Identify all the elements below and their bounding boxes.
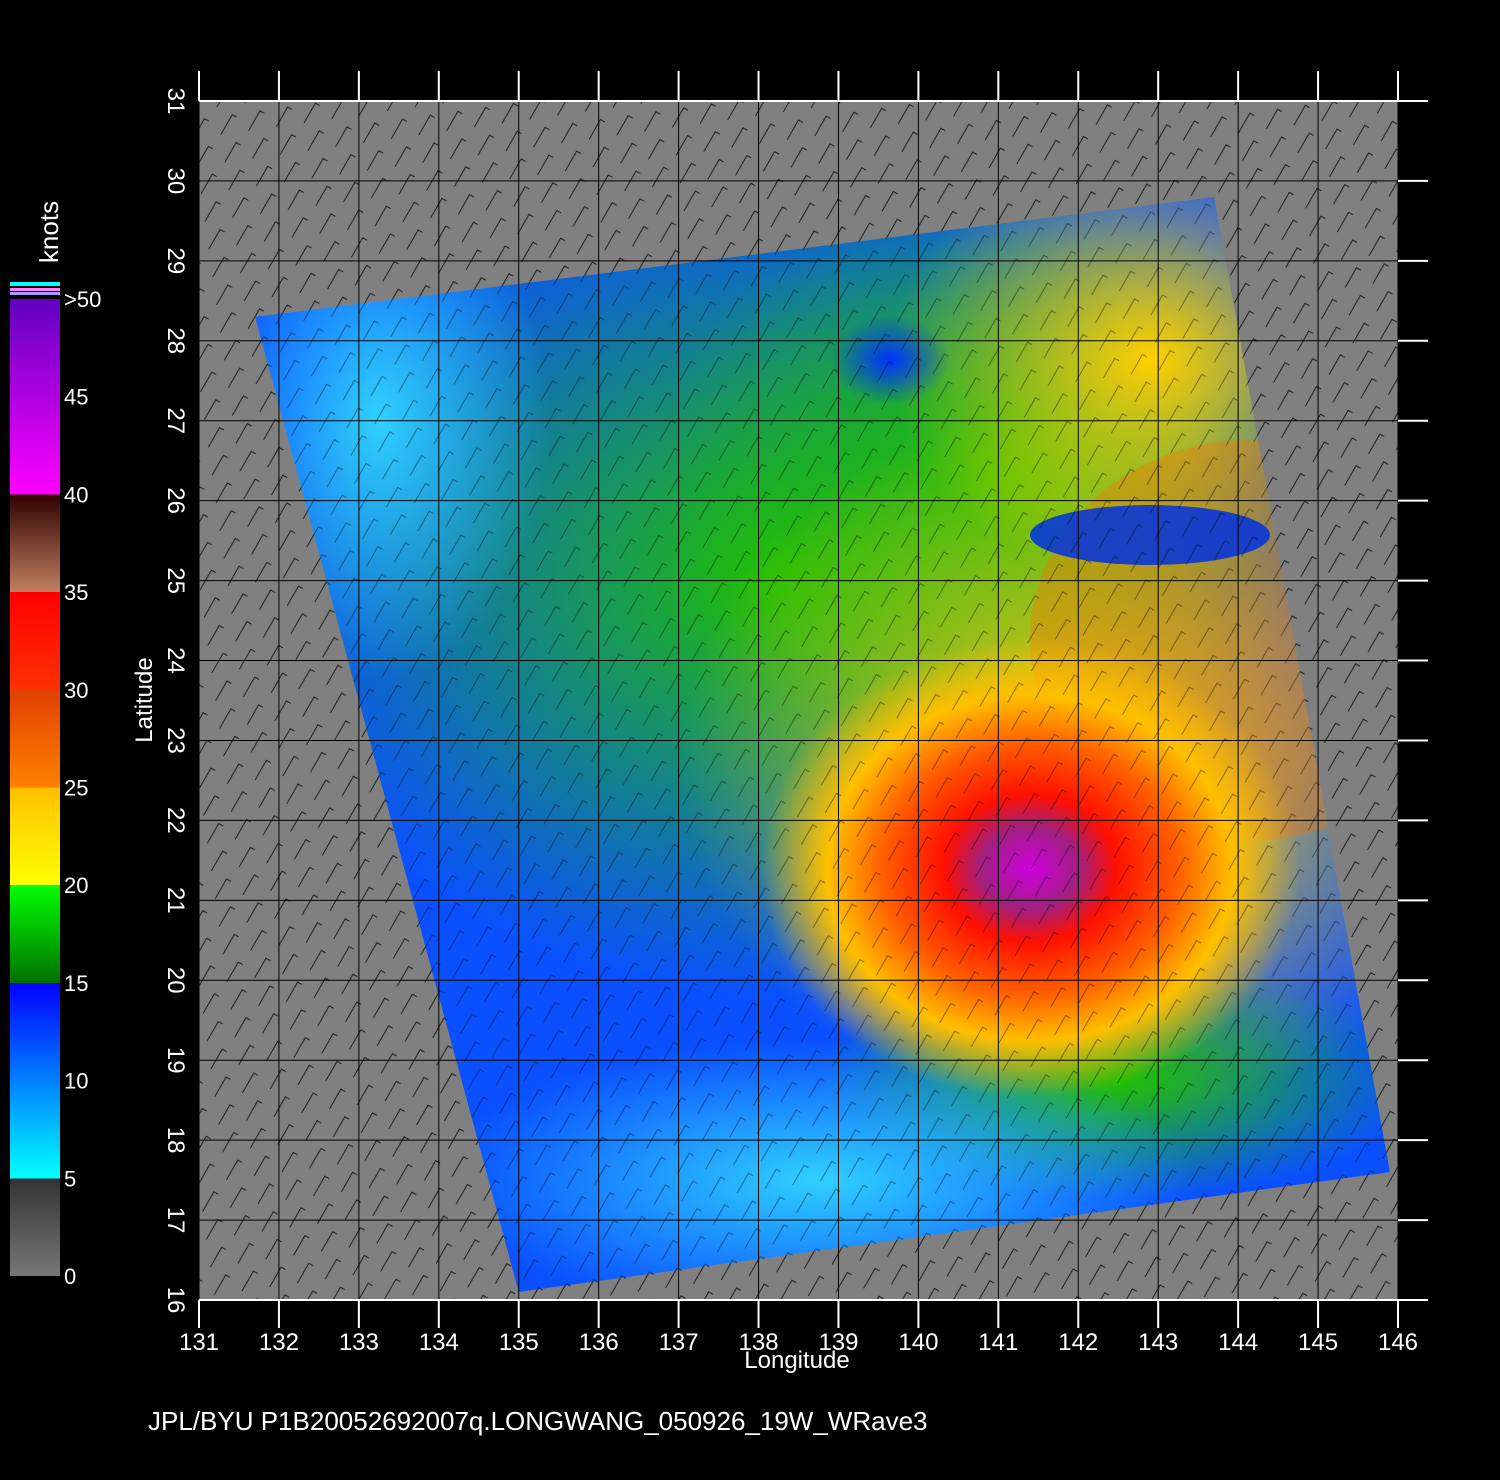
colorbar-label: 40 [64,482,88,507]
colorbar-label: 10 [64,1069,88,1094]
longitude-tick-label: 141 [978,1329,1018,1356]
latitude-tick-label: 31 [162,88,189,115]
colorbar-label: 5 [64,1166,76,1191]
longitude-tick-label: 145 [1298,1329,1338,1356]
latitude-tick-label: 17 [162,1207,189,1234]
longitude-tick-label: 132 [259,1329,299,1356]
latitude-tick-label: 24 [162,647,189,674]
colorbar-label: 25 [64,776,88,801]
y-axis-title: Latitude [131,657,158,742]
longitude-tick-label: 131 [179,1329,219,1356]
latitude-tick-label: 23 [162,727,189,754]
latitude-tick-label: 22 [162,807,189,834]
longitude-tick-label: 136 [579,1329,619,1356]
longitude-tick-label: 134 [419,1329,459,1356]
longitude-tick-label: 140 [898,1329,938,1356]
longitude-tick-label: 142 [1058,1329,1098,1356]
longitude-tick-label: 138 [739,1329,779,1356]
x-axis-title: Longitude [744,1347,849,1374]
latitude-tick-label: 20 [162,967,189,994]
longitude-tick-label: 143 [1138,1329,1178,1356]
longitude-tick-label: 135 [499,1329,539,1356]
colorbar-label: 15 [64,971,88,996]
colorbar-label: 0 [64,1264,76,1289]
longitude-tick-label: 144 [1218,1329,1258,1356]
latitude-tick-label: 29 [162,248,189,275]
colorbar-scale [10,299,60,1276]
colorbar-label: 45 [64,385,88,410]
colorbar-label: >50 [64,287,101,312]
longitude-tick-label: 139 [818,1329,858,1356]
latitude-tick-label: 16 [162,1287,189,1314]
product-caption: JPL/BYU P1B20052692007q.LONGWANG_050926_… [148,1406,928,1436]
latitude-tick-labels: 16 17 18 19 20 21 22 23 24 25 26 27 28 29 30 31 [162,88,189,1314]
latitude-tick-label: 27 [162,407,189,434]
longitude-tick-labels: 131 132 133 134 135 136 137 138 139 140 141 142 143 1… [179,1329,1418,1356]
latitude-tick-label: 25 [162,567,189,594]
latitude-tick-label: 21 [162,887,189,914]
colorbar-label: 30 [64,678,88,703]
colorbar-labels: 0 5 10 15 20 25 30 35 40 45 >50 [64,287,101,1289]
longitude-tick-label: 146 [1378,1329,1418,1356]
longitude-tick-label: 133 [339,1329,379,1356]
colorbar-units: knots [34,201,64,263]
colorbar-top-marker [10,282,60,286]
colorbar-label: 35 [64,580,88,605]
longitude-tick-label: 137 [659,1329,699,1356]
latitude-tick-label: 30 [162,168,189,195]
latitude-tick-label: 26 [162,487,189,514]
colorbar: 0 5 10 15 20 25 30 35 40 45 >50 knots [10,201,101,1289]
latitude-tick-label: 19 [162,1047,189,1074]
colorbar-label: 20 [64,873,88,898]
axis-ticks [198,71,1428,1328]
latitude-tick-label: 28 [162,327,189,354]
latitude-tick-label: 18 [162,1127,189,1154]
